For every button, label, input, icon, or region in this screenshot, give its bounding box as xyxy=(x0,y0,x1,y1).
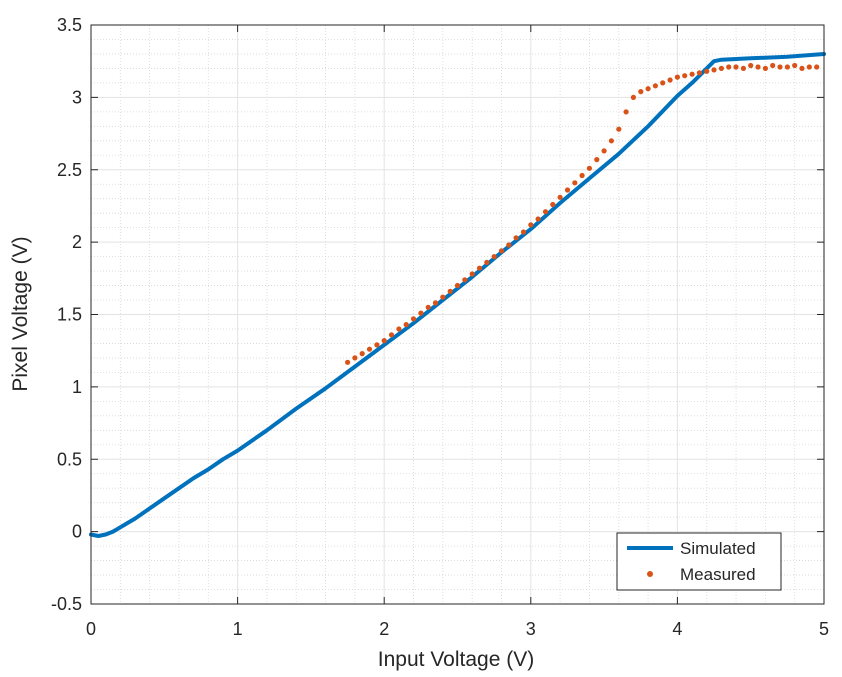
legend: Simulated Measured xyxy=(616,532,782,591)
data-point-measured xyxy=(755,64,761,70)
data-point-measured xyxy=(462,277,468,283)
data-point-measured xyxy=(718,65,725,71)
legend-measured-swatch xyxy=(647,571,653,577)
legend-measured-label: Measured xyxy=(680,565,756,584)
y-tick-label: 0.5 xyxy=(57,449,82,469)
x-tick-label: 2 xyxy=(379,619,389,639)
data-point-measured xyxy=(557,194,563,200)
data-point-measured xyxy=(616,126,622,132)
data-point-measured xyxy=(410,316,417,322)
data-point-measured xyxy=(814,64,820,70)
data-point-measured xyxy=(770,62,776,69)
data-point-measured xyxy=(630,94,637,100)
data-point-measured xyxy=(667,77,673,83)
data-point-measured xyxy=(447,288,453,294)
data-point-measured xyxy=(806,64,812,70)
data-point-measured xyxy=(476,265,483,271)
data-point-measured xyxy=(696,70,703,76)
y-tick-label: 3 xyxy=(72,87,82,107)
y-tick-label: 0 xyxy=(72,522,82,542)
data-point-measured xyxy=(498,248,505,254)
x-tick-label: 0 xyxy=(86,619,96,639)
data-point-measured xyxy=(792,62,798,69)
data-point-measured xyxy=(652,83,659,89)
data-point-measured xyxy=(623,109,629,115)
data-point-measured xyxy=(762,65,769,71)
data-point-measured xyxy=(388,332,395,338)
data-point-measured xyxy=(784,64,791,70)
data-point-measured xyxy=(674,74,681,80)
legend-simulated-label: Simulated xyxy=(680,539,756,558)
y-axis-label: Pixel Voltage (V) xyxy=(9,236,32,391)
data-point-measured xyxy=(432,300,439,306)
data-point-measured xyxy=(601,148,607,154)
data-point-measured xyxy=(469,271,475,277)
series-layer xyxy=(89,52,826,538)
data-point-measured xyxy=(359,351,365,357)
y-tick-label: 2.5 xyxy=(57,160,82,180)
x-axis-label: Input Voltage (V) xyxy=(378,648,534,671)
x-tick-label: 4 xyxy=(672,619,682,639)
data-point-measured xyxy=(689,71,695,77)
data-point-measured xyxy=(711,67,717,73)
data-point-measured xyxy=(748,62,754,69)
data-point-measured xyxy=(425,304,431,310)
data-point-measured xyxy=(799,65,805,71)
data-point-measured xyxy=(366,346,373,352)
data-point-measured xyxy=(704,68,710,74)
data-point-measured xyxy=(528,222,534,228)
data-point-measured xyxy=(345,359,351,365)
x-tick-label: 3 xyxy=(526,619,536,639)
data-point-measured xyxy=(726,64,732,70)
data-point-measured xyxy=(645,86,651,92)
data-point-measured xyxy=(418,310,424,316)
data-point-measured xyxy=(352,355,358,361)
y-tick-label: -0.5 xyxy=(51,594,82,614)
data-point-measured xyxy=(682,73,688,79)
data-point-measured xyxy=(484,259,490,265)
axes-layer xyxy=(90,24,825,605)
data-point-measured xyxy=(491,254,497,260)
data-point-measured xyxy=(564,187,571,193)
data-point-measured xyxy=(396,326,402,332)
data-point-measured xyxy=(579,172,585,179)
data-point-measured xyxy=(454,282,461,289)
data-point-measured xyxy=(594,157,600,163)
tick-labels: 0 1 2 3 4 5-0.500.511.522.533.5 xyxy=(51,15,829,639)
data-point-measured xyxy=(535,216,541,222)
data-point-measured xyxy=(381,338,387,344)
data-point-measured xyxy=(740,65,747,71)
data-point-measured xyxy=(506,242,512,248)
legend-box xyxy=(616,532,782,591)
y-tick-label: 2 xyxy=(72,232,82,252)
y-tick-label: 1.5 xyxy=(57,305,82,325)
data-point-measured xyxy=(638,89,644,95)
data-point-measured xyxy=(520,229,527,235)
data-point-measured xyxy=(403,322,409,328)
data-point-measured xyxy=(550,201,556,208)
data-point-measured xyxy=(374,342,380,348)
y-tick-label: 3.5 xyxy=(57,15,82,35)
data-point-measured xyxy=(440,294,446,300)
x-tick-label: 5 xyxy=(819,619,829,639)
data-point-measured xyxy=(608,138,615,144)
data-point-measured xyxy=(572,180,578,186)
data-point-measured xyxy=(542,209,549,215)
y-tick-label: 1 xyxy=(72,377,82,397)
data-point-measured xyxy=(513,235,519,241)
data-point-measured xyxy=(586,165,593,171)
series-line-simulated xyxy=(89,52,826,538)
data-point-measured xyxy=(777,64,783,70)
x-tick-label: 1 xyxy=(233,619,243,639)
data-point-measured xyxy=(733,64,739,70)
data-point-measured xyxy=(660,80,666,86)
